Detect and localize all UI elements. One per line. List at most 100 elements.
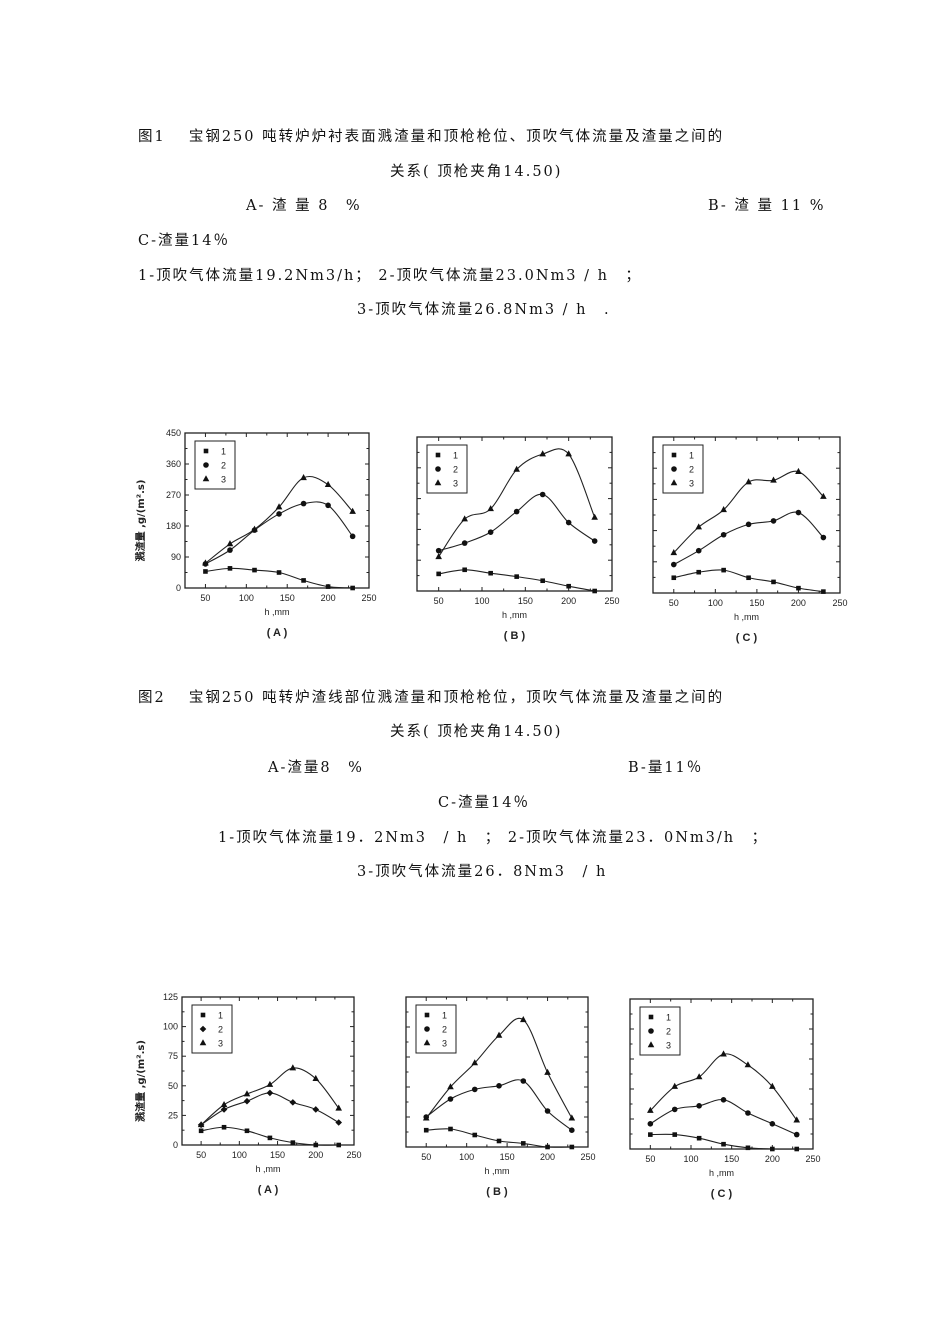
square-marker	[721, 1141, 726, 1147]
y-tick-label: 360	[166, 459, 181, 469]
x-tick-label: 250	[361, 593, 376, 603]
square-marker	[244, 1128, 250, 1134]
figure1-label-a: A- 渣 量 8 %	[246, 198, 362, 214]
x-tick-label: 50	[200, 593, 210, 603]
triangle-marker	[289, 1064, 297, 1071]
triangle-marker	[513, 465, 520, 472]
square-marker	[200, 1012, 206, 1018]
square-marker	[472, 1132, 478, 1138]
circle-marker	[203, 462, 209, 468]
circle-marker	[424, 1026, 430, 1032]
circle-marker	[695, 547, 702, 554]
square-marker	[290, 1140, 296, 1145]
figure1-flow-line2: 3-顶吹气体流量26.8Nm3 / h .	[357, 302, 611, 318]
square-marker	[721, 567, 726, 573]
x-axis-label: h ,mm	[264, 607, 289, 617]
triangle-marker	[793, 1116, 801, 1123]
square-marker	[648, 1132, 653, 1137]
square-marker	[488, 570, 493, 576]
series-curve-2	[673, 511, 824, 566]
square-marker	[796, 585, 801, 591]
circle-marker	[720, 531, 727, 538]
legend-label: 1	[218, 1011, 223, 1021]
series-curve-1	[426, 1128, 572, 1148]
series-1-markers	[203, 566, 355, 591]
figure2-chart-a: 50 100 150 200 250 h ,mm ( A ) 0 25 50 75 100 125 溅渣量…	[130, 985, 375, 1200]
circle-marker	[496, 1083, 502, 1089]
triangle-marker	[461, 515, 468, 522]
circle-marker	[539, 491, 546, 498]
x-tick-label: 250	[832, 598, 847, 608]
x-tick-label: 50	[196, 1150, 206, 1160]
triangle-marker	[744, 1061, 752, 1068]
square-marker	[313, 1142, 319, 1148]
circle-marker	[769, 1121, 776, 1127]
triangle-marker	[487, 505, 494, 512]
figure1-title-line1: 图1 宝钢250 吨转炉炉衬表面溅渣量和顶枪枪位、顶吹气体流量及渣量之间的	[138, 129, 725, 145]
circle-marker	[513, 508, 520, 515]
figure2-label-b: B-量11％	[628, 760, 704, 776]
triangle-marker	[565, 450, 572, 457]
square-marker	[227, 566, 233, 571]
x-tick-label: 50	[645, 1154, 655, 1164]
figure2-label-c: C-渣量14％	[438, 795, 530, 811]
diamond-marker	[243, 1097, 251, 1105]
triangle-marker	[495, 1031, 503, 1038]
triangle-marker	[720, 1050, 727, 1057]
legend-label: 1	[442, 1011, 447, 1021]
series-curve-3	[200, 1067, 340, 1126]
triangle-marker	[435, 552, 442, 560]
chart-legend: 1 2 3	[191, 1004, 233, 1054]
chart-legend: 1 2 3	[662, 444, 704, 494]
x-tick-label: 100	[232, 1150, 247, 1160]
y-tick-label: 125	[163, 992, 178, 1002]
circle-marker	[461, 540, 468, 546]
triangle-marker	[770, 476, 777, 483]
square-marker	[350, 585, 355, 591]
triangle-marker	[519, 1016, 527, 1023]
circle-marker	[671, 466, 677, 472]
legend-label: 3	[218, 1039, 223, 1049]
triangle-marker	[695, 523, 703, 530]
triangle-marker	[324, 480, 332, 487]
figure1-label-b: B- 渣 量 11 %	[708, 198, 826, 214]
square-marker	[745, 1145, 751, 1151]
triangle-marker	[202, 475, 210, 482]
triangle-marker	[720, 506, 727, 513]
square-marker	[301, 578, 306, 583]
square-marker	[252, 567, 257, 573]
figure2-flow-line2: 3-顶吹气体流量26．8Nm3 / h	[357, 864, 608, 880]
square-marker	[496, 1138, 502, 1144]
series-3-markers	[197, 1064, 343, 1128]
figure2-title-line2: 关系( 顶枪夹角14.50)	[390, 724, 563, 740]
triangle-marker	[422, 1114, 430, 1121]
series-1-markers	[648, 1132, 800, 1152]
y-tick-label: 180	[166, 521, 181, 531]
series-2-markers	[197, 1089, 343, 1129]
series-curve-2	[650, 1099, 797, 1136]
square-marker	[592, 588, 597, 594]
triangle-marker	[670, 548, 678, 556]
circle-marker	[435, 466, 441, 472]
circle-marker	[569, 1127, 575, 1133]
x-axis-label: h ,mm	[484, 1166, 509, 1176]
circle-marker	[670, 561, 677, 568]
triangle-marker	[197, 1121, 205, 1128]
triangle-marker	[647, 1041, 655, 1048]
square-marker	[672, 1132, 678, 1137]
circle-marker	[520, 1078, 527, 1084]
legend-label: 3	[689, 479, 694, 489]
series-2-markers	[423, 1078, 575, 1133]
triangle-marker	[745, 478, 752, 485]
figure2-label-a: A-渣量8 %	[268, 760, 364, 776]
x-tick-label: 50	[669, 598, 679, 608]
x-tick-label: 200	[308, 1150, 323, 1160]
x-tick-label: 150	[724, 1154, 739, 1164]
x-tick-label: 150	[270, 1150, 285, 1160]
triangle-marker	[434, 479, 442, 486]
square-marker	[771, 579, 776, 585]
legend-label: 3	[453, 479, 458, 489]
square-marker	[325, 584, 331, 589]
legend-label: 2	[221, 461, 226, 471]
square-marker	[770, 1146, 775, 1152]
